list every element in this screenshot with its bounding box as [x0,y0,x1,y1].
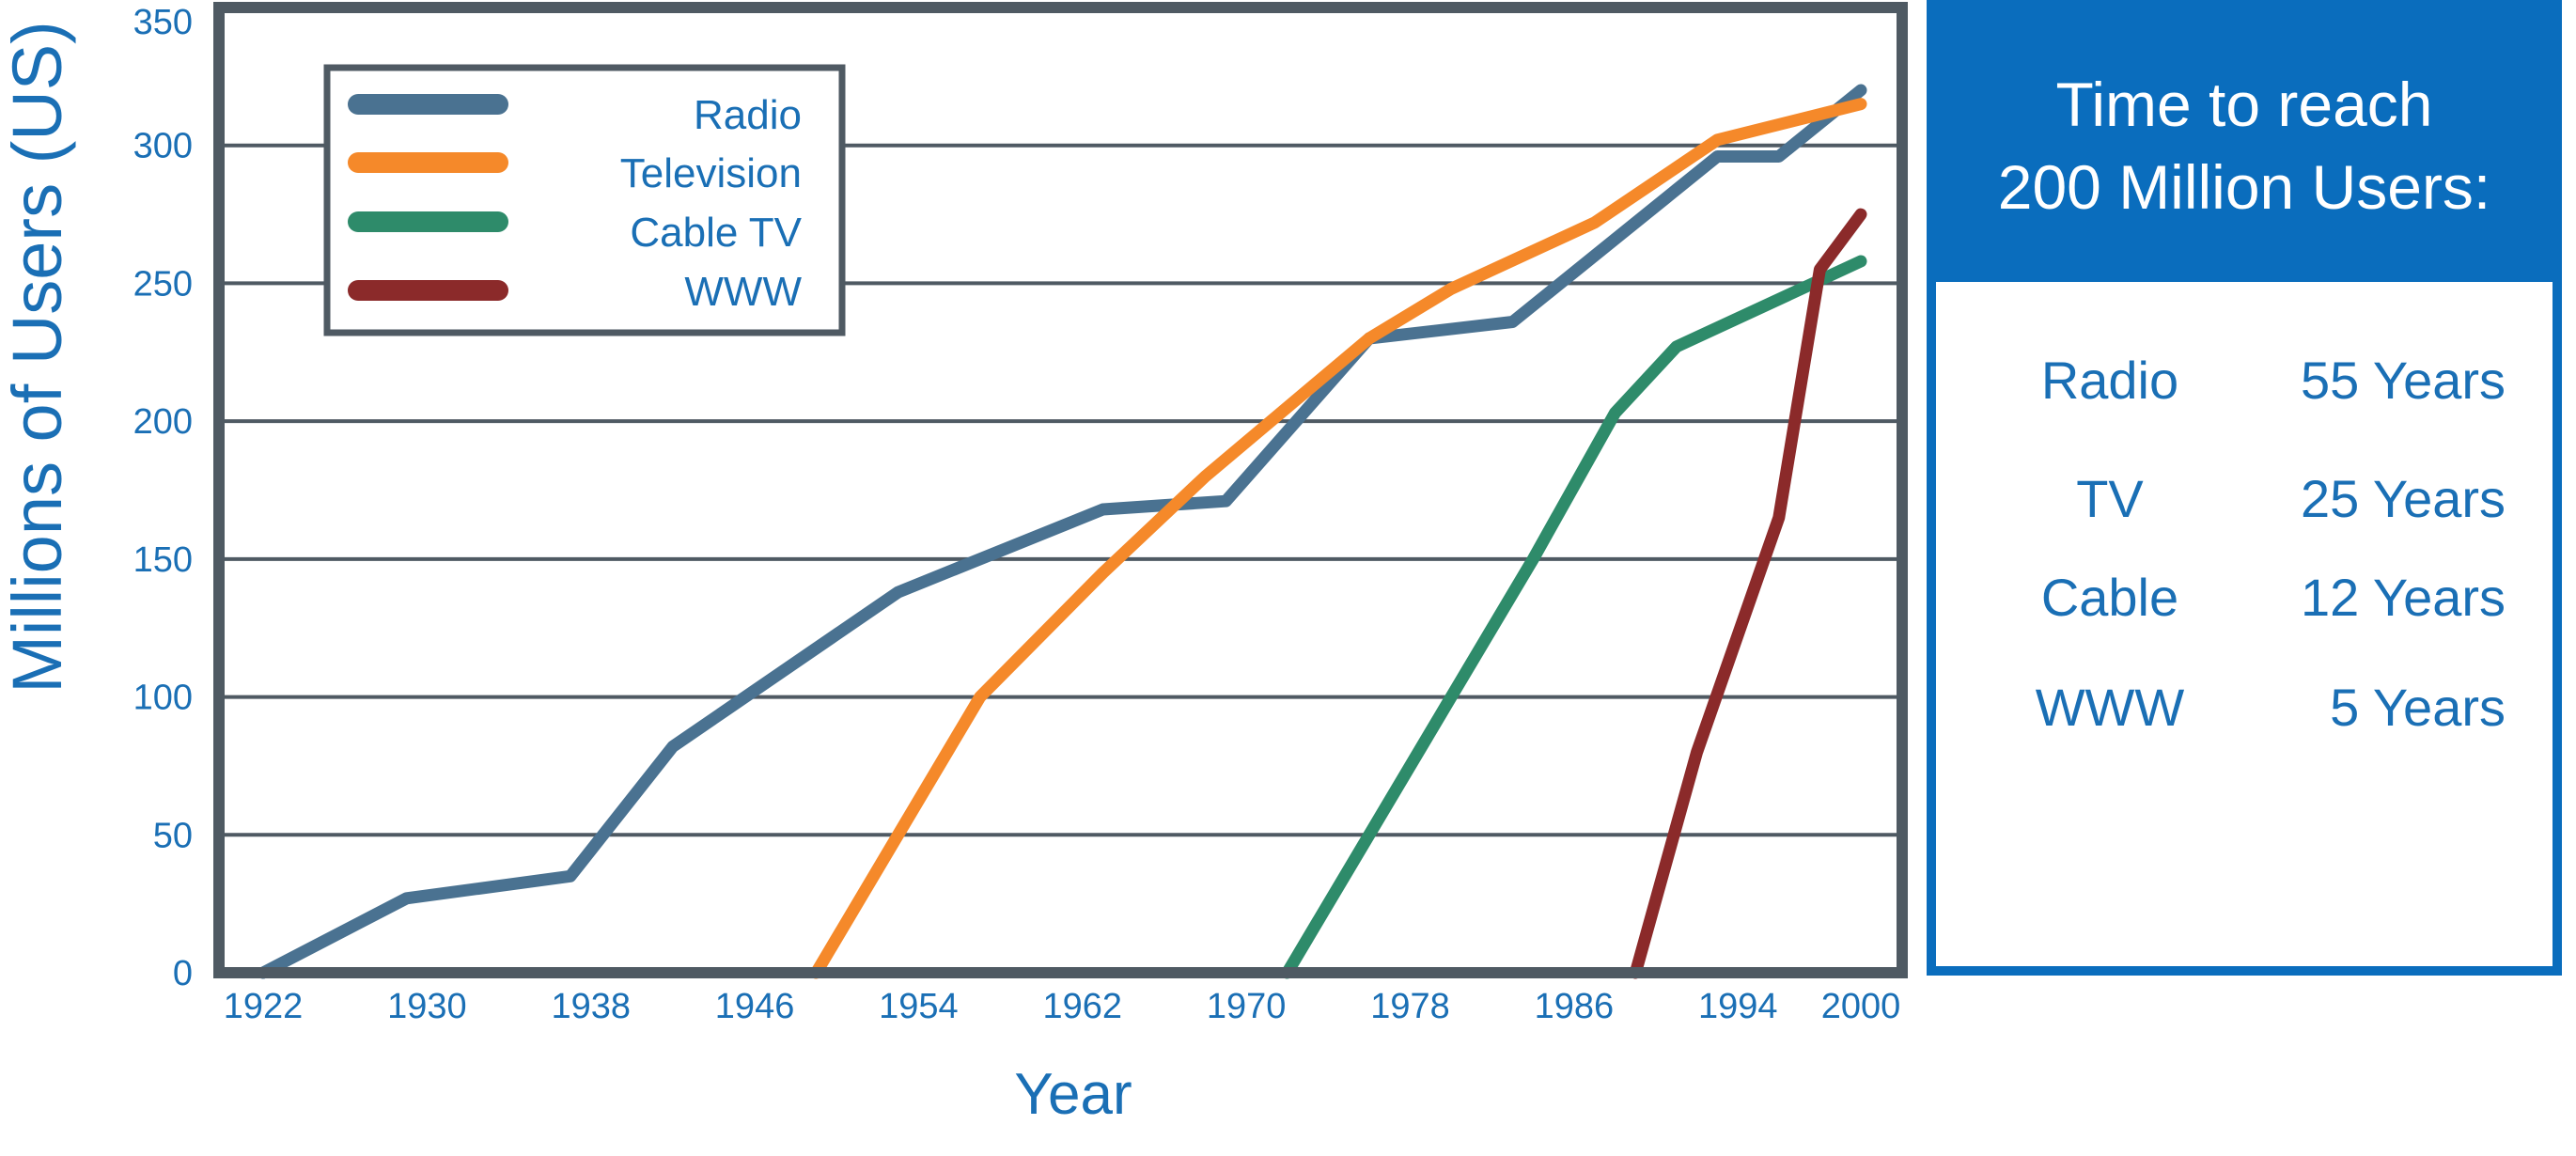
series-line-cable-tv [1281,255,1867,979]
x-tick-label: 1986 [1535,987,1615,1026]
y-tick-label: 0 [173,954,193,993]
x-tick-label: 1946 [715,987,795,1026]
y-tick-label: 300 [133,127,193,166]
legend-label-radio: Radio [694,92,802,138]
legend-label-cable-tv: Cable TV [630,210,802,256]
x-tick-label: 1970 [1207,987,1287,1026]
series-line-www [1629,208,1867,979]
x-tick-label: 2000 [1821,987,1901,1026]
x-tick-label: 1994 [1698,987,1778,1026]
series-lines [257,84,1867,979]
panel-header: Time to reach 200 Million Users: [1936,9,2553,282]
time-to-reach-panel: Time to reach 200 Million Users: Radio 5… [1927,0,2562,976]
panel-row-name: Cable [2040,568,2179,627]
series-line-television [810,98,1867,979]
x-tick-label: 1922 [224,987,304,1026]
legend-label-television: Television [620,150,802,196]
panel-row-name: TV [2076,469,2144,528]
y-tick-label: 250 [133,264,193,304]
legend: Radio Television Cable TV WWW [323,64,846,336]
series-line-radio [257,84,1867,979]
legend-items: Radio Television Cable TV WWW [348,92,803,315]
y-tick-label: 50 [153,816,193,855]
x-axis-ticks: 1922 1930 1938 1946 1954 1962 1970 1978 1986 1994… [224,987,1901,1026]
y-tick-label: 150 [133,540,193,580]
panel-row-value: 55 Years [2301,351,2506,410]
y-tick-label: 350 [133,3,193,42]
x-tick-label: 1962 [1043,987,1123,1026]
panel-row-value: 25 Years [2301,469,2506,528]
x-tick-label: 1938 [551,987,631,1026]
legend-label-www: WWW [684,269,802,315]
y-tick-label: 100 [133,679,193,718]
x-tick-label: 1930 [387,987,467,1026]
panel-title-line1: Time to reach [2055,70,2433,139]
x-axis-title: Year [1014,1062,1132,1127]
panel-row-name: Radio [2040,351,2179,410]
y-axis-ticks: 0 50 100 150 200 250 300 350 [133,3,193,993]
y-axis-title: Millions of Users (US) [0,21,76,693]
panel-title-line2: 200 Million Users: [1997,152,2491,222]
x-tick-label: 1954 [879,987,959,1026]
plot-frame [213,2,1908,978]
x-tick-label: 1978 [1370,987,1450,1026]
panel-row-value: 12 Years [2301,568,2506,627]
panel-row-value: 5 Years [2330,678,2506,737]
y-tick-label: 200 [133,402,193,442]
panel-row-name: WWW [2035,678,2185,737]
